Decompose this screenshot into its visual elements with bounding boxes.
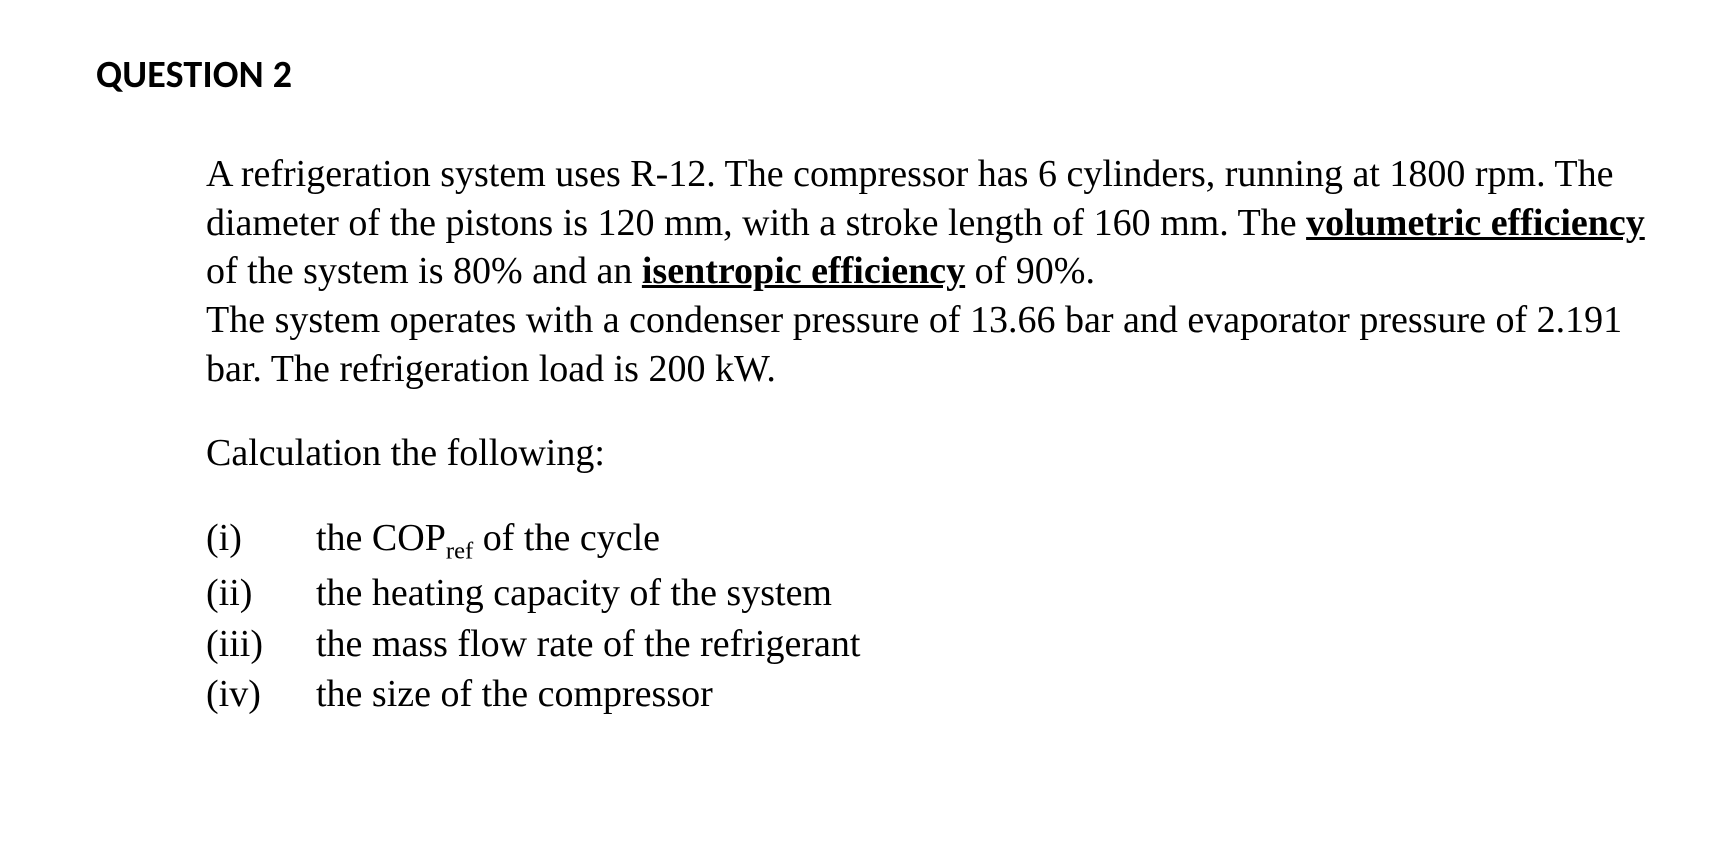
list-item: (iii) the mass flow rate of the refriger…	[206, 620, 860, 671]
question-body: A refrigeration system uses R-12. The co…	[206, 150, 1660, 721]
list-item-number: (i)	[206, 514, 316, 569]
list-item-number: (iii)	[206, 620, 316, 671]
calculation-prompt: Calculation the following:	[206, 429, 1660, 478]
list-item-text: the mass flow rate of the refrigerant	[316, 620, 860, 671]
list-item-text: the size of the compressor	[316, 670, 860, 721]
problem-paragraph-2: The system operates with a condenser pre…	[206, 299, 1622, 390]
cop-text-suffix: of the cycle	[473, 517, 660, 559]
volumetric-efficiency-label: volumetric efficiency	[1306, 202, 1645, 244]
problem-paragraph-1-part3: of 90%.	[965, 250, 1095, 292]
list-item: (iv) the size of the compressor	[206, 670, 860, 721]
problem-paragraph-1-part2: of the system is 80% and an	[206, 250, 642, 292]
question-heading: QUESTION 2	[96, 52, 1660, 98]
list-item-text: the heating capacity of the system	[316, 569, 860, 620]
list-item: (i) the COPref of the cycle	[206, 514, 860, 569]
isentropic-efficiency-label: isentropic efficiency	[642, 250, 965, 292]
page: QUESTION 2 A refrigeration system uses R…	[0, 0, 1720, 721]
cop-subscript: ref	[446, 537, 473, 564]
list-item-text: the COPref of the cycle	[316, 514, 860, 569]
list-item-number: (ii)	[206, 569, 316, 620]
cop-text-prefix: the COP	[316, 517, 446, 559]
question-list: (i) the COPref of the cycle (ii) the hea…	[206, 514, 860, 721]
list-item-number: (iv)	[206, 670, 316, 721]
paragraph-block: A refrigeration system uses R-12. The co…	[206, 150, 1660, 393]
list-item: (ii) the heating capacity of the system	[206, 569, 860, 620]
